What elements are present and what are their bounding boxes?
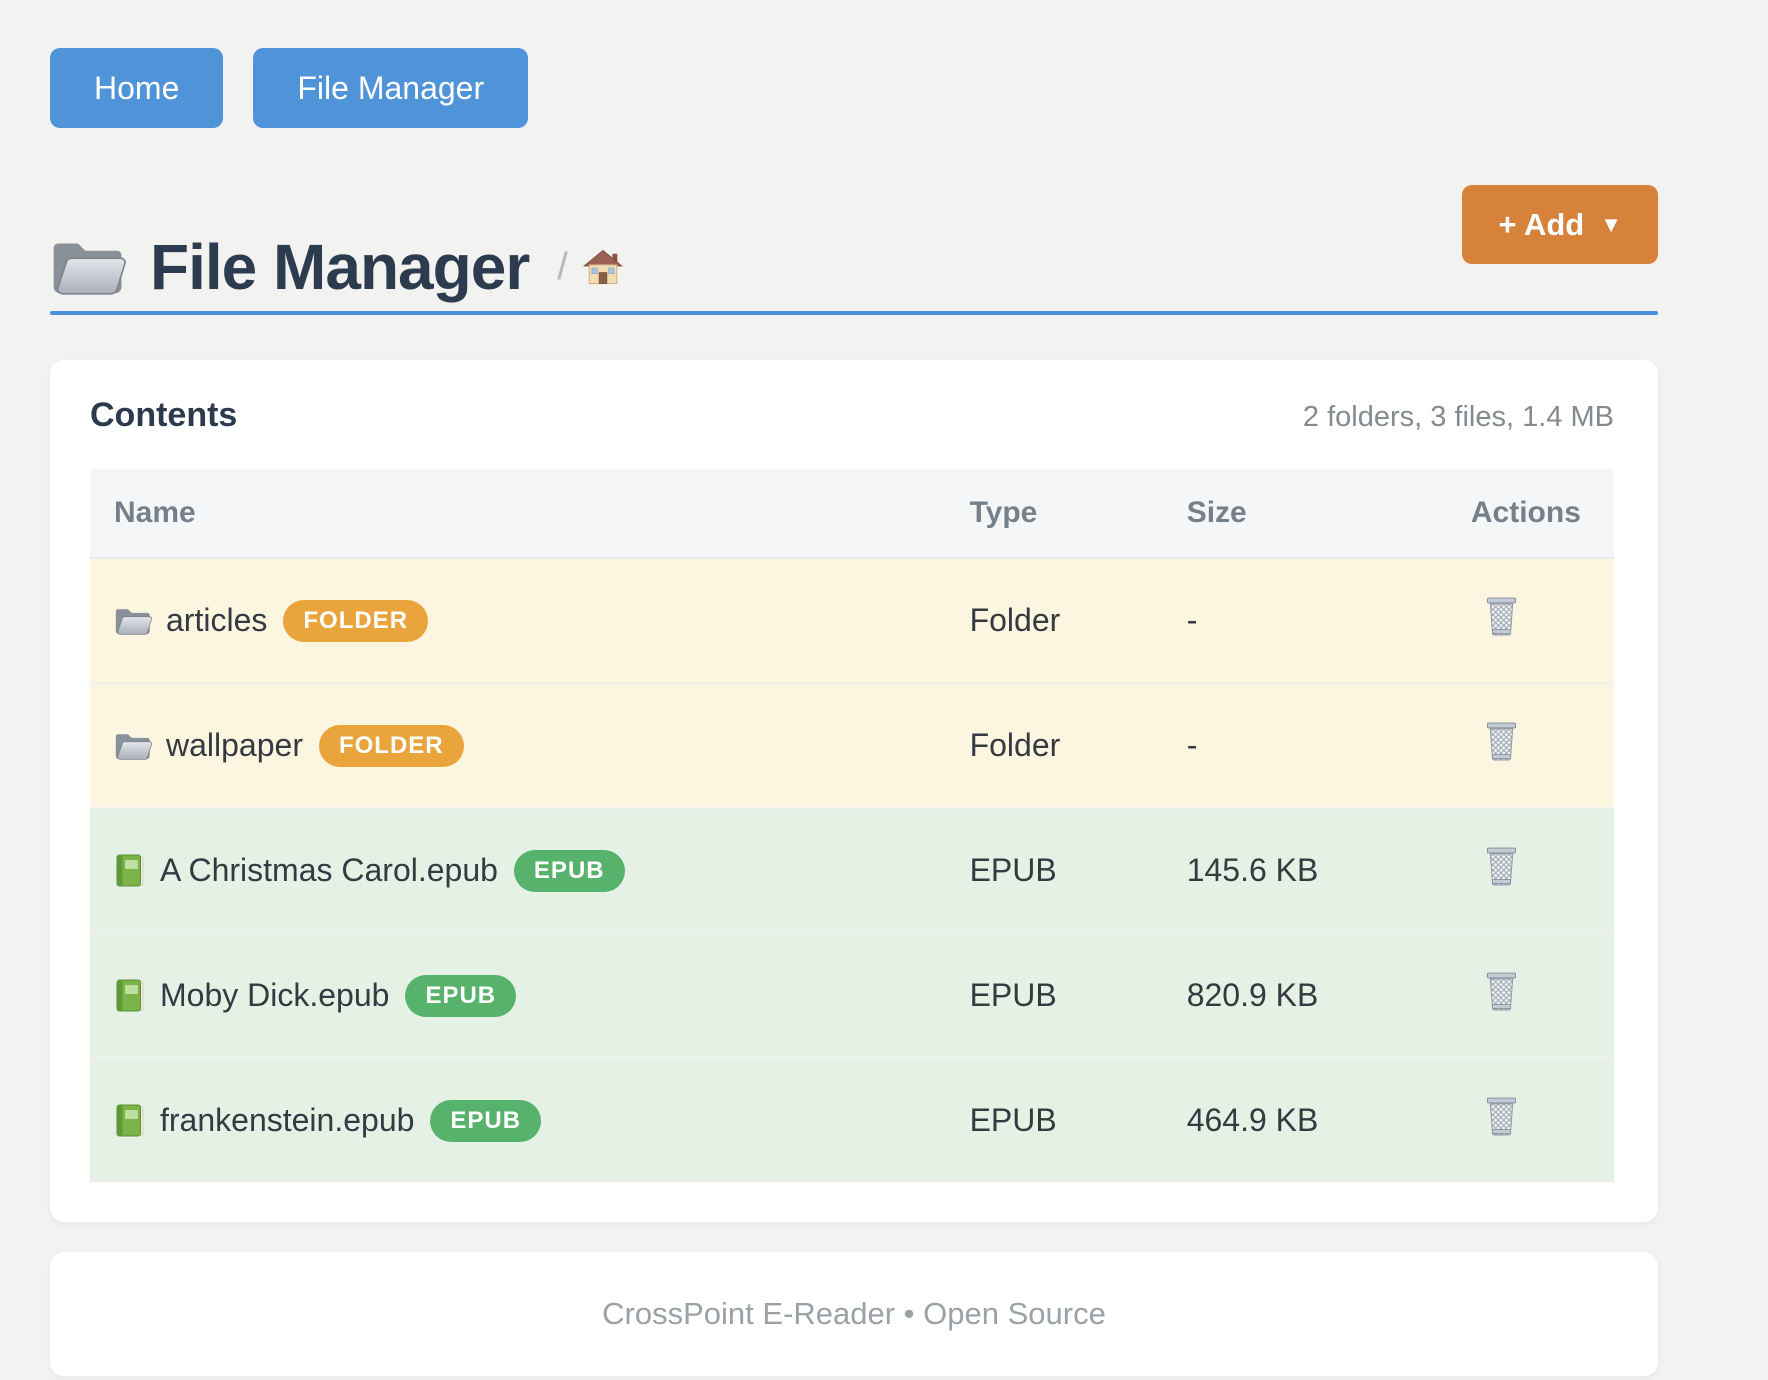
file-size: -: [1186, 682, 1471, 808]
delete-button[interactable]: [1485, 971, 1518, 1012]
column-header-name: Name: [90, 469, 970, 559]
column-header-type: Type: [969, 469, 1187, 559]
column-header-actions: Actions: [1470, 469, 1614, 559]
trash-icon: [1485, 846, 1518, 887]
footer: CrossPoint E-Reader • Open Source: [50, 1252, 1658, 1376]
page-title-group: File Manager /: [50, 185, 624, 299]
table-row-moby-dick[interactable]: Moby Dick.epub EPUB EPUB 820.9 KB: [90, 932, 1614, 1058]
title-divider: [50, 311, 1658, 315]
file-name: frankenstein.epub: [160, 1102, 415, 1138]
breadcrumb-separator: /: [557, 245, 568, 288]
nav-file-manager-button[interactable]: File Manager: [253, 48, 529, 128]
file-name: A Christmas Carol.epub: [160, 852, 498, 888]
trash-icon: [1485, 1096, 1518, 1137]
add-button[interactable]: + Add ▼: [1462, 185, 1658, 264]
folder-icon: [114, 605, 152, 637]
column-header-size: Size: [1186, 469, 1471, 559]
table-row-christmas-carol[interactable]: A Christmas Carol.epub EPUB EPUB 145.6 K…: [90, 807, 1614, 933]
file-type: EPUB: [969, 807, 1187, 933]
file-size: 820.9 KB: [1186, 932, 1471, 1058]
contents-heading: Contents: [90, 396, 238, 434]
breadcrumb-home-link[interactable]: [582, 247, 624, 287]
file-type: EPUB: [969, 1057, 1187, 1182]
file-size: -: [1186, 602, 1198, 638]
footer-text: CrossPoint E-Reader • Open Source: [602, 1296, 1106, 1331]
delete-button[interactable]: [1485, 596, 1518, 637]
file-name: wallpaper: [166, 727, 303, 763]
table-row-wallpaper[interactable]: wallpaper FOLDER Folder -: [90, 682, 1614, 808]
delete-button[interactable]: [1485, 721, 1518, 762]
folder-icon: [114, 730, 152, 762]
trash-icon: [1485, 971, 1518, 1012]
epub-badge: EPUB: [513, 849, 625, 892]
folder-icon: [50, 236, 126, 298]
file-type: EPUB: [969, 932, 1187, 1058]
contents-summary: 2 folders, 3 files, 1.4 MB: [1302, 401, 1614, 433]
delete-button[interactable]: [1485, 1096, 1518, 1137]
chevron-down-icon: ▼: [1600, 211, 1622, 237]
delete-button[interactable]: [1485, 846, 1518, 887]
epub-badge: EPUB: [430, 1099, 542, 1142]
book-icon: [114, 978, 146, 1014]
trash-icon: [1485, 721, 1518, 762]
page-title: File Manager: [150, 231, 530, 303]
contents-card: Contents 2 folders, 3 files, 1.4 MB Name…: [50, 360, 1658, 1222]
file-table: Name Type Size Actions articles FOLDER F…: [90, 469, 1614, 1182]
folder-badge: FOLDER: [318, 724, 464, 767]
table-header-row: Name Type Size Actions: [90, 469, 1614, 559]
book-icon: [114, 853, 146, 889]
contents-card-header: Contents 2 folders, 3 files, 1.4 MB: [90, 396, 1614, 435]
table-row-articles[interactable]: articles FOLDER Folder -: [90, 558, 1614, 683]
file-size: 464.9 KB: [1186, 1057, 1471, 1182]
epub-badge: EPUB: [405, 974, 517, 1017]
table-row-frankenstein[interactable]: frankenstein.epub EPUB EPUB 464.9 KB: [90, 1057, 1614, 1182]
add-button-label: + Add: [1498, 207, 1585, 242]
file-size: 145.6 KB: [1186, 807, 1471, 933]
trash-icon: [1485, 596, 1518, 637]
house-icon: [582, 247, 624, 287]
folder-badge: FOLDER: [283, 599, 429, 642]
file-type: Folder: [969, 602, 1061, 638]
file-type: Folder: [969, 682, 1187, 808]
nav-home-button[interactable]: Home: [50, 48, 224, 128]
file-name: articles: [166, 602, 268, 638]
top-nav: Home File Manager: [50, 48, 1658, 128]
page-header: File Manager / + Add ▼: [50, 185, 1658, 299]
book-icon: [114, 1103, 146, 1139]
file-name: Moby Dick.epub: [160, 977, 390, 1013]
